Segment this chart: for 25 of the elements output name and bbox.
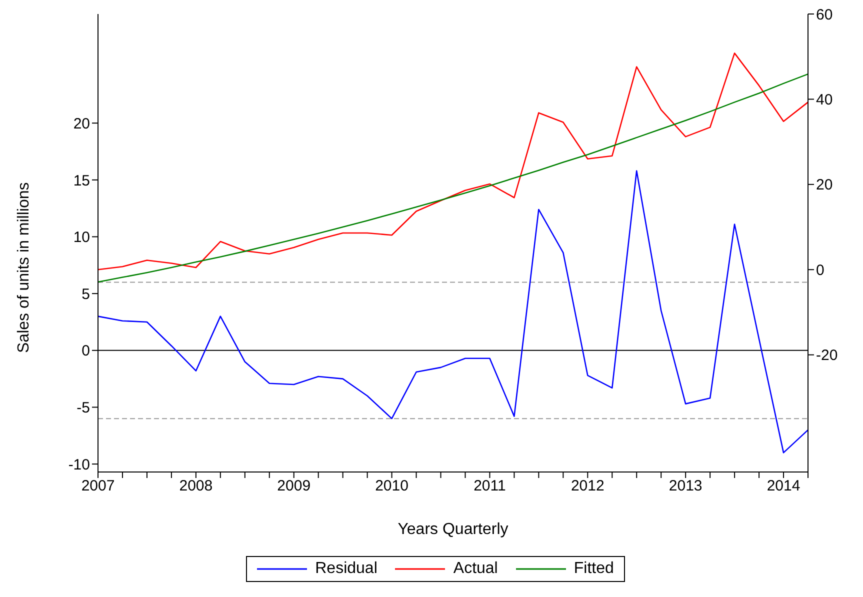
- y-tick-label: 20: [73, 115, 90, 132]
- y2-tick-label: 60: [816, 6, 833, 24]
- legend-label: Actual: [452, 560, 498, 578]
- y-tick-label: -5: [76, 400, 90, 417]
- x-tick-label: 2009: [277, 478, 311, 495]
- x-tick-label: 2014: [766, 478, 800, 495]
- y-tick-label: 15: [73, 172, 90, 190]
- y2-tick-label: 40: [816, 92, 833, 109]
- y-tick-label: 5: [82, 286, 90, 303]
- x-tick-label: 2011: [474, 478, 506, 495]
- y2-tick-label: 20: [816, 176, 833, 194]
- x-tick-label: 2012: [570, 478, 604, 495]
- x-axis-title: Years Quarterly: [398, 521, 508, 538]
- x-tick-label: 2010: [375, 478, 408, 495]
- legend-label: Residual: [314, 560, 378, 578]
- y-tick-label: 10: [73, 229, 90, 246]
- y-tick-label: -10: [68, 456, 90, 474]
- x-tick-label: 2008: [179, 478, 213, 495]
- legend-label: Fitted: [572, 560, 614, 578]
- y-axis-title: Sales of units in millions: [16, 182, 33, 353]
- y2-tick-label: -20: [816, 347, 838, 364]
- y-tick-label: 0: [82, 342, 90, 360]
- x-tick-label: 2007: [81, 478, 115, 495]
- y2-tick-label: 0: [816, 262, 824, 279]
- x-tick-label: 2013: [668, 478, 702, 495]
